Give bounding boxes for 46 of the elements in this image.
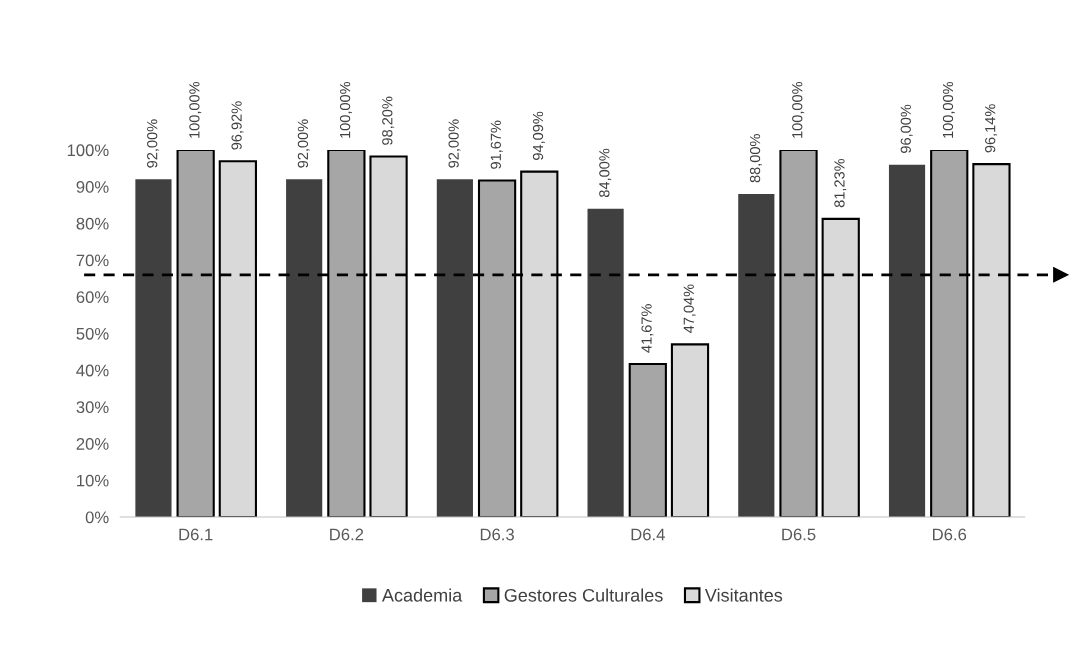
y-tick-label: 30%	[76, 401, 109, 414]
legend-label: Visitantes	[704, 588, 783, 602]
x-tick-label: D6.1	[179, 528, 213, 541]
legend-label: Academia	[381, 588, 463, 602]
bar	[135, 179, 172, 518]
bar	[587, 208, 624, 518]
x-tick-label: D6.4	[631, 528, 665, 541]
data-label: 81,23%	[834, 158, 847, 208]
y-tick-label: 90%	[76, 181, 109, 193]
data-label: 100,00%	[339, 81, 352, 138]
data-label: 47,04%	[683, 284, 696, 334]
bar	[888, 164, 926, 518]
legend-label: Gestores Culturales	[504, 588, 663, 602]
bar	[286, 179, 323, 518]
y-tick-label: 50%	[76, 327, 109, 340]
y-tick-label: 10%	[77, 474, 109, 487]
data-label: 92,00%	[147, 119, 160, 168]
x-tick-label: D6.5	[782, 528, 816, 541]
x-tick-label: D6.2	[330, 528, 364, 541]
data-label: 96,92%	[231, 101, 244, 150]
bar	[670, 343, 710, 518]
data-label: 96,00%	[900, 104, 913, 153]
y-tick-label: 20%	[76, 438, 109, 450]
y-tick-label: 70%	[76, 254, 109, 267]
y-tick-label: 0%	[85, 511, 109, 524]
data-label: 92,00%	[448, 119, 461, 168]
data-label: 94,09%	[532, 111, 545, 160]
data-label: 92,00%	[297, 119, 310, 168]
data-label: 88,00%	[749, 134, 762, 183]
data-label: 91,67%	[490, 120, 503, 169]
bar	[436, 179, 473, 518]
x-tick-label: D6.3	[480, 528, 514, 541]
y-tick-label: 40%	[76, 364, 109, 377]
bar	[628, 363, 667, 518]
data-label: 96,14%	[985, 104, 998, 153]
data-label: 100,00%	[942, 81, 955, 138]
y-tick-label: 100%	[67, 144, 109, 157]
data-label: 98,20%	[382, 96, 395, 145]
data-label: 84,00%	[599, 148, 612, 198]
y-tick-label: 80%	[76, 217, 109, 230]
bar	[738, 194, 775, 518]
x-tick-label: D6.6	[933, 528, 967, 541]
y-tick-label: 60%	[76, 291, 109, 303]
data-label: 100,00%	[189, 81, 202, 138]
data-label: 100,00%	[792, 81, 805, 138]
data-label: 41,67%	[641, 304, 654, 353]
